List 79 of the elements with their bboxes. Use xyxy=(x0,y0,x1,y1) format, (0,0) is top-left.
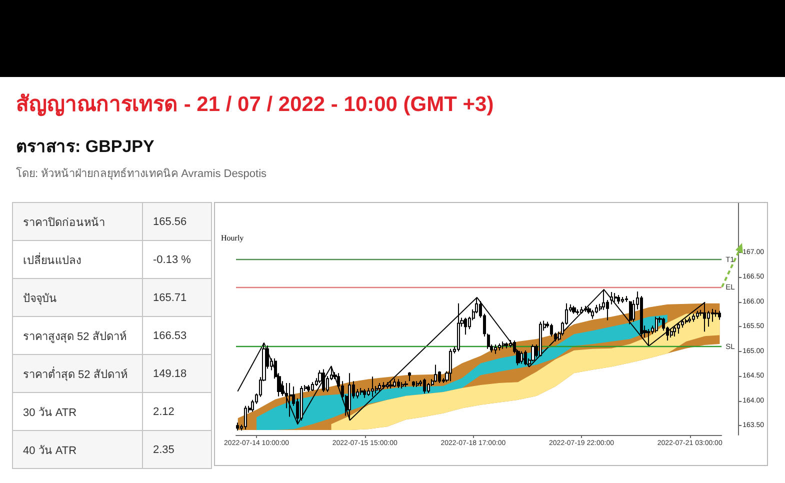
line-series xyxy=(237,289,706,425)
candlestick xyxy=(718,310,721,320)
candlestick xyxy=(688,316,691,324)
text: 165.71 xyxy=(153,292,187,304)
candlestick xyxy=(423,378,426,394)
candlestick xyxy=(580,306,583,314)
text: -0.13 % xyxy=(153,254,191,266)
candlestick xyxy=(625,296,628,302)
candlestick xyxy=(300,386,303,422)
text: 2.12 xyxy=(153,406,174,418)
category-label: ปัจจุบัน xyxy=(12,278,142,316)
candlestick xyxy=(289,382,292,418)
candlestick xyxy=(696,310,699,320)
candlestick xyxy=(311,382,314,392)
candlestick xyxy=(434,364,437,383)
candlestick xyxy=(389,380,393,389)
candlestick xyxy=(685,318,688,324)
candlestick xyxy=(670,328,673,338)
category-label: เปลี่ยนแปลง xyxy=(12,240,142,278)
candlestick xyxy=(378,382,381,392)
candlestick xyxy=(550,323,553,338)
text: 2.35 xyxy=(153,444,174,456)
category-label: ราคาสูงสุด 52 สัปดาห์ xyxy=(12,316,142,354)
candlestick xyxy=(360,388,363,396)
candlestick xyxy=(692,313,695,322)
candlestick xyxy=(647,328,650,346)
text: Hourly xyxy=(221,234,244,242)
candlestick xyxy=(404,380,408,388)
candlestick xyxy=(539,321,542,357)
candlestick xyxy=(307,384,310,392)
candlestick xyxy=(464,317,467,336)
category-label: ราคาต่ำสุด 52 สัปดาห์ xyxy=(12,354,142,392)
candlestick xyxy=(412,380,415,388)
candlestick xyxy=(502,341,505,350)
candlestick xyxy=(363,388,366,398)
category-label: ราคาปิดก่อนหน้า xyxy=(12,202,142,240)
candlestick xyxy=(386,382,389,389)
candlestick xyxy=(397,378,400,389)
category-label: 30 วัน ATR xyxy=(12,392,142,430)
candlestick xyxy=(614,292,617,302)
text: ตราสาร: GBPJPY xyxy=(16,136,154,158)
candlestick xyxy=(498,342,501,351)
candlestick xyxy=(640,296,643,338)
candlestick xyxy=(621,296,624,304)
candlestick xyxy=(505,342,508,349)
text: 166.53 xyxy=(153,330,187,342)
candlestick xyxy=(348,372,351,421)
candlestick xyxy=(236,422,239,432)
candlestick xyxy=(677,322,680,334)
text: โดย: หัวหน้าฝ่ายกลยุทธ์ทางเทคนิค Avramis Despotis xyxy=(16,167,267,181)
candlestick xyxy=(591,309,594,320)
candlestick xyxy=(427,382,430,394)
candlestick xyxy=(457,302,460,352)
candlestick xyxy=(655,316,658,334)
candlestick xyxy=(494,344,497,354)
candlestick xyxy=(629,300,632,325)
candlestick xyxy=(617,294,620,304)
text: 149.18 xyxy=(153,368,187,380)
text: 165.56 xyxy=(153,216,187,228)
candlestick xyxy=(711,308,714,322)
text: สัญญาณการเทรด - 21 / 07 / 2022 - 10:00 (GMT +3) xyxy=(16,92,494,118)
candlestick xyxy=(673,325,676,338)
candlestick xyxy=(244,405,247,430)
candlestick xyxy=(322,368,325,392)
candlestick xyxy=(584,305,587,312)
candlestick xyxy=(416,380,419,388)
candlestick xyxy=(393,378,396,388)
candlestick xyxy=(714,309,718,318)
candlestick xyxy=(572,305,576,314)
candlestick xyxy=(401,382,404,389)
category-label: 40 วัน ATR xyxy=(12,430,142,468)
candlestick xyxy=(408,372,411,382)
candlestick xyxy=(610,292,613,305)
candlestick xyxy=(382,382,385,390)
candlestick xyxy=(371,376,374,398)
candlestick xyxy=(576,308,579,316)
candlestick xyxy=(524,350,527,366)
candlestick xyxy=(449,348,452,382)
candlestick xyxy=(520,350,523,364)
